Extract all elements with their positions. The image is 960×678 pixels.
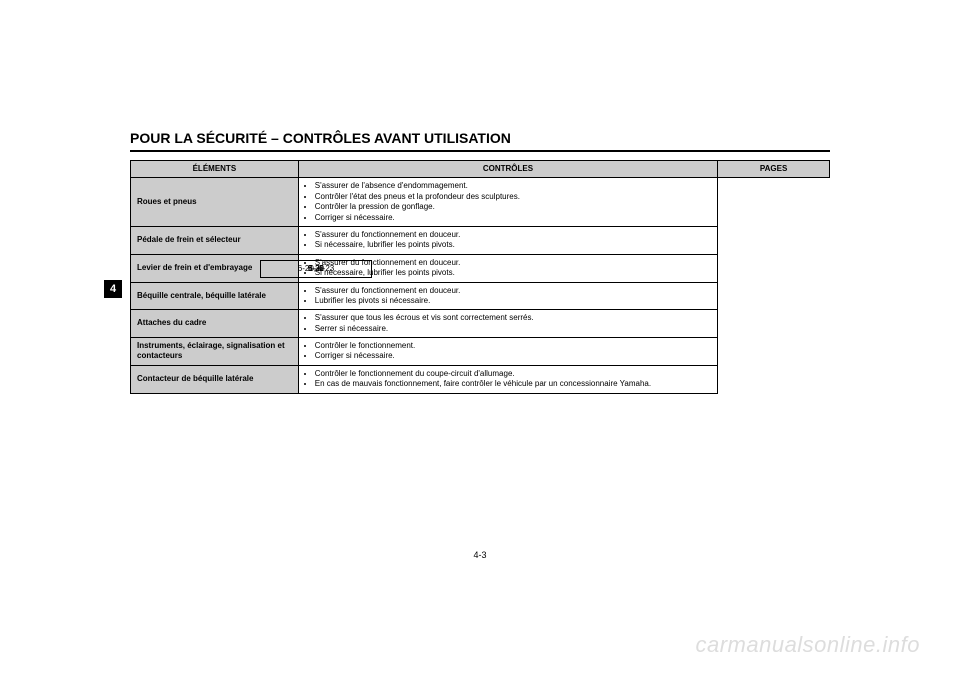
header-pages: PAGES [718, 161, 830, 178]
section-tab: 4 [104, 280, 122, 298]
controls-cell: S'assurer du fonctionnement en douceur.L… [298, 282, 717, 310]
control-item: Si nécessaire, lubrifier les points pivo… [315, 268, 711, 278]
table-row: Pédale de frein et sélecteurS'assurer du… [131, 226, 830, 254]
element-cell: Béquille centrale, béquille latérale [131, 282, 299, 310]
control-item: S'assurer du fonctionnement en douceur. [315, 230, 711, 240]
page-content: POUR LA SÉCURITÉ – CONTRÔLES AVANT UTILI… [130, 130, 830, 394]
control-item: Contrôler le fonctionnement du coupe-cir… [315, 369, 711, 379]
element-cell: Attaches du cadre [131, 310, 299, 338]
header-controls: CONTRÔLES [298, 161, 717, 178]
header-elements: ÉLÉMENTS [131, 161, 299, 178]
control-item: Contrôler l'état des pneus et la profond… [315, 192, 711, 202]
controls-cell: Contrôler le fonctionnement du coupe-cir… [298, 365, 717, 393]
element-cell: Pédale de frein et sélecteur [131, 226, 299, 254]
control-item: Contrôler la pression de gonflage. [315, 202, 711, 212]
control-item: S'assurer du fonctionnement en douceur. [315, 286, 711, 296]
element-cell: Instruments, éclairage, signalisation et… [131, 338, 299, 366]
control-item: S'assurer du fonctionnement en douceur. [315, 258, 711, 268]
control-item: S'assurer de l'absence d'endommagement. [315, 181, 711, 191]
table-header-row: ÉLÉMENTS CONTRÔLES PAGES [131, 161, 830, 178]
page-ref-cell: 3-22 [260, 260, 372, 278]
control-item: Si nécessaire, lubrifier les points pivo… [315, 240, 711, 250]
control-item: En cas de mauvais fonctionnement, faire … [315, 379, 711, 389]
control-item: Contrôler le fonctionnement. [315, 341, 711, 351]
page-number: 4-3 [0, 550, 960, 560]
controls-cell: S'assurer que tous les écrous et vis son… [298, 310, 717, 338]
controls-cell: S'assurer du fonctionnement en douceur.S… [298, 226, 717, 254]
page-title: POUR LA SÉCURITÉ – CONTRÔLES AVANT UTILI… [130, 130, 830, 152]
watermark: carmanualsonline.info [695, 632, 920, 658]
control-item: Serrer si nécessaire. [315, 324, 711, 334]
element-cell: Roues et pneus [131, 178, 299, 227]
element-cell: Contacteur de béquille latérale [131, 365, 299, 393]
table-row: Contacteur de béquille latérale Contrôler… [131, 365, 830, 393]
control-item: Corriger si nécessaire. [315, 351, 711, 361]
table-row: Roues et pneusS'assurer de l'absence d'e… [131, 178, 830, 227]
control-item: Corriger si nécessaire. [315, 213, 711, 223]
table-row: Levier de frein et d'embrayageS'assurer … [131, 254, 830, 282]
control-item: S'assurer que tous les écrous et vis son… [315, 313, 711, 323]
controls-cell: S'assurer de l'absence d'endommagement.C… [298, 178, 717, 227]
control-item: Lubrifier les pivots si nécessaire. [315, 296, 711, 306]
table-row: Béquille centrale, béquille latéraleS'as… [131, 282, 830, 310]
controls-cell: Contrôler le fonctionnement.Corriger si … [298, 338, 717, 366]
table-row: Instruments, éclairage, signalisation et… [131, 338, 830, 366]
table-row: Attaches du cadre S'assurer que tous les … [131, 310, 830, 338]
controls-table: ÉLÉMENTS CONTRÔLES PAGES Roues et pneusS… [130, 160, 830, 394]
